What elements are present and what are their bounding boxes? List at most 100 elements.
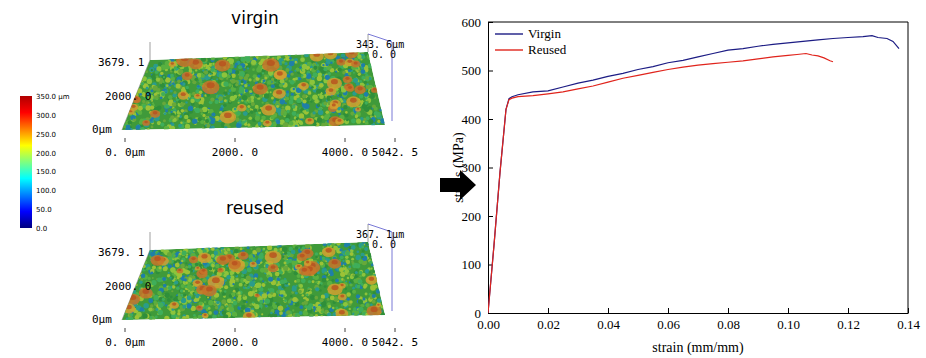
surface-speck (260, 119, 263, 122)
surface-speck (264, 76, 267, 79)
surface-speck (183, 103, 185, 105)
surface-speck (255, 112, 258, 115)
surface-speck (365, 66, 367, 68)
surface-speck (356, 82, 360, 86)
surface-speck (284, 58, 286, 60)
surface-speck (178, 69, 183, 74)
surface-speck (223, 94, 225, 96)
surface-panel: virgin0. 0μm2000. 04000. 05042. 53679. 1… (92, 8, 418, 159)
surface-speck (249, 78, 252, 81)
surface-peak-top (224, 112, 232, 118)
surface-speck (350, 111, 354, 115)
surface-speck (268, 71, 273, 76)
surface-peak-top (357, 86, 362, 90)
surface-peak (150, 110, 160, 118)
colorbar-label: 0.0 (36, 225, 47, 233)
surface-speck (313, 123, 316, 126)
surface-speck (312, 64, 315, 67)
surface-speck (323, 102, 327, 106)
surface-speck (227, 92, 230, 95)
surface-speck (234, 55, 238, 59)
surface-speck (361, 253, 364, 256)
surface-speck (215, 100, 219, 104)
surface-speck (124, 124, 126, 126)
surface-speck (250, 110, 254, 114)
surface-speck (211, 57, 215, 61)
surface-speck (282, 61, 285, 64)
surface-panel: reused0. 0μm2000. 04000. 05042. 53679. 1… (92, 198, 418, 349)
surface-speck (364, 92, 369, 97)
surface-speck (292, 111, 297, 116)
surface-speck (177, 69, 183, 75)
surface-speck (296, 118, 299, 121)
surface-title: virgin (231, 8, 279, 28)
surface-speck (341, 108, 344, 111)
surface-speck (348, 69, 351, 72)
surface-x-label: 4000. 0 (322, 146, 368, 159)
surface-speck (220, 107, 224, 111)
surface-speck (164, 112, 167, 115)
surface-speck (324, 115, 329, 120)
surface-peak-top (347, 59, 352, 63)
surface-speck (328, 269, 333, 274)
surface-speck (359, 275, 361, 277)
surface-speck (343, 113, 345, 115)
surface-speck (210, 97, 214, 101)
surface-peak-top (350, 98, 357, 103)
colorbar-label: 300.0 (36, 112, 56, 120)
surface-peak (273, 89, 286, 99)
surface-speck (289, 57, 292, 60)
surface-speck (379, 109, 382, 112)
surface-peak (253, 83, 268, 95)
surface-speck (361, 63, 365, 67)
surface-speck (359, 94, 363, 98)
surface-peak (326, 87, 337, 95)
surface-peak (176, 54, 193, 67)
surface-speck (223, 104, 227, 108)
surface-speck (296, 98, 301, 103)
surface-base (122, 242, 385, 320)
surface-speck (240, 93, 242, 95)
surface-peak (355, 107, 361, 111)
surface-speck (239, 283, 243, 287)
surface-speck (166, 84, 169, 87)
surface-speck (234, 108, 237, 111)
surface-speck (271, 116, 274, 119)
surface-speck (168, 86, 170, 88)
surface-speck (143, 303, 149, 309)
surface-speck (301, 278, 306, 283)
surface-peak (354, 85, 365, 94)
surface-speck (170, 296, 173, 299)
surface-speck (255, 105, 259, 109)
surface-speck (258, 111, 261, 114)
surface-speck (201, 74, 205, 78)
surface-z-label: 0. 0 (372, 49, 396, 60)
surface-base (122, 52, 385, 130)
surface-speck (179, 124, 184, 129)
surface-speck (201, 120, 204, 123)
surface-peak (351, 61, 360, 68)
surface-speck (300, 108, 304, 112)
surface-speck (298, 288, 303, 293)
surface-speck (200, 109, 203, 112)
surface-peak-top (276, 90, 282, 94)
surface-speck (224, 99, 227, 102)
surface-speck (356, 119, 361, 124)
surface-speck (192, 119, 197, 124)
surface-speck (295, 54, 297, 56)
surface-peak (194, 93, 201, 98)
surface-speck (262, 102, 264, 104)
surface-speck (310, 112, 315, 117)
surface-speck (338, 113, 341, 116)
surface-speck (270, 309, 274, 313)
surface-speck (296, 94, 300, 98)
surface-speck (163, 119, 166, 122)
surface-speck (184, 115, 188, 119)
surface-speck (207, 62, 209, 64)
surface-speck (241, 57, 243, 59)
surface-speck (160, 83, 165, 88)
surface-speck (238, 100, 241, 103)
surface-speck (212, 118, 215, 121)
surface-speck (325, 110, 329, 114)
surface-speck (195, 69, 197, 71)
